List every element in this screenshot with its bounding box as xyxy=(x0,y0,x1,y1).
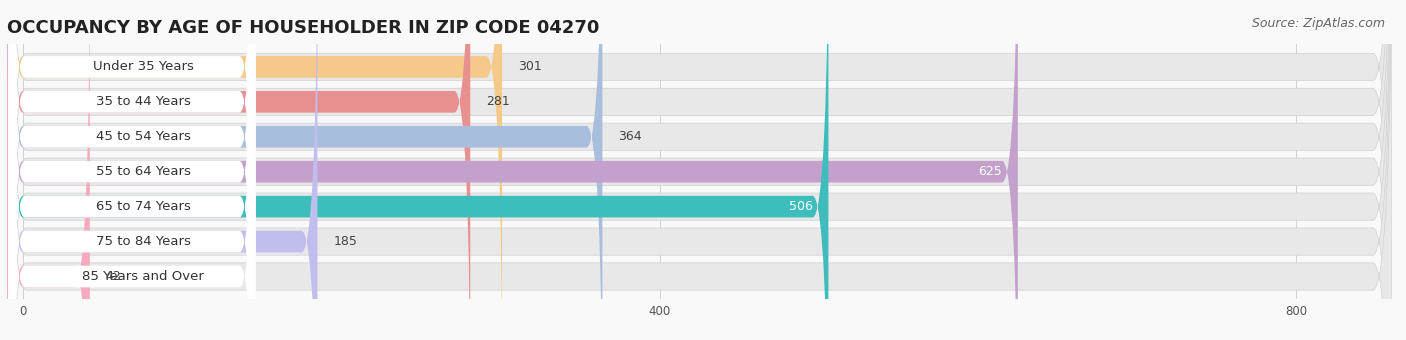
Text: 75 to 84 Years: 75 to 84 Years xyxy=(96,235,191,248)
Text: Source: ZipAtlas.com: Source: ZipAtlas.com xyxy=(1251,17,1385,30)
Text: OCCUPANCY BY AGE OF HOUSEHOLDER IN ZIP CODE 04270: OCCUPANCY BY AGE OF HOUSEHOLDER IN ZIP C… xyxy=(7,19,599,37)
FancyBboxPatch shape xyxy=(7,0,318,340)
FancyBboxPatch shape xyxy=(7,0,1392,340)
Text: 55 to 64 Years: 55 to 64 Years xyxy=(96,165,191,178)
Text: 42: 42 xyxy=(105,270,121,283)
FancyBboxPatch shape xyxy=(7,0,1392,340)
Text: 185: 185 xyxy=(333,235,357,248)
FancyBboxPatch shape xyxy=(8,0,256,340)
Text: 35 to 44 Years: 35 to 44 Years xyxy=(96,95,191,108)
Text: 364: 364 xyxy=(619,130,643,143)
FancyBboxPatch shape xyxy=(7,0,1392,340)
FancyBboxPatch shape xyxy=(8,0,256,340)
FancyBboxPatch shape xyxy=(7,0,602,340)
FancyBboxPatch shape xyxy=(7,0,90,340)
Text: Under 35 Years: Under 35 Years xyxy=(93,61,194,73)
FancyBboxPatch shape xyxy=(8,0,256,340)
FancyBboxPatch shape xyxy=(7,0,1392,340)
FancyBboxPatch shape xyxy=(7,0,1392,340)
FancyBboxPatch shape xyxy=(7,0,1392,340)
FancyBboxPatch shape xyxy=(7,0,1392,340)
FancyBboxPatch shape xyxy=(7,0,470,340)
FancyBboxPatch shape xyxy=(8,0,256,340)
FancyBboxPatch shape xyxy=(8,0,256,340)
FancyBboxPatch shape xyxy=(7,0,1018,340)
Text: 625: 625 xyxy=(979,165,1002,178)
FancyBboxPatch shape xyxy=(7,0,828,340)
FancyBboxPatch shape xyxy=(8,0,256,340)
Text: 281: 281 xyxy=(486,95,510,108)
Text: 65 to 74 Years: 65 to 74 Years xyxy=(96,200,191,213)
FancyBboxPatch shape xyxy=(7,0,502,340)
Text: 85 Years and Over: 85 Years and Over xyxy=(82,270,204,283)
FancyBboxPatch shape xyxy=(8,0,256,340)
Text: 506: 506 xyxy=(789,200,813,213)
Text: 301: 301 xyxy=(517,61,541,73)
Text: 45 to 54 Years: 45 to 54 Years xyxy=(96,130,191,143)
